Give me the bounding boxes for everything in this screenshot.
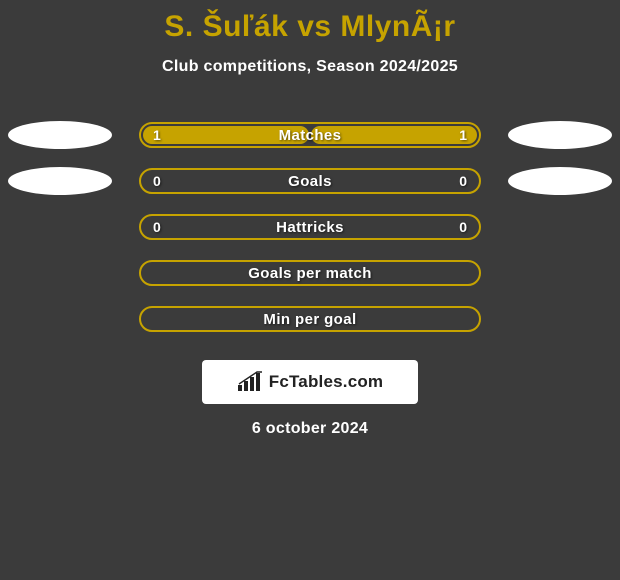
stat-label: Goals: [288, 173, 332, 190]
stat-value-right: 0: [459, 173, 467, 189]
player-ellipse-right: [508, 121, 612, 149]
stat-row: 0 0 Hattricks: [0, 204, 620, 250]
stat-value-left: 1: [153, 127, 161, 143]
stat-row: Min per goal: [0, 296, 620, 342]
subtitle: Club competitions, Season 2024/2025: [0, 58, 620, 76]
brand-text: FcTables.com: [269, 372, 384, 392]
brand-box[interactable]: FcTables.com: [202, 360, 418, 404]
stat-label: Hattricks: [276, 219, 344, 236]
stat-row: Goals per match: [0, 250, 620, 296]
stat-pill: Min per goal: [139, 306, 481, 332]
stat-value-right: 0: [459, 219, 467, 235]
stat-value-right: 1: [459, 127, 467, 143]
comparison-card: S. Šuľák vs MlynÃ¡r Club competitions, S…: [0, 0, 620, 580]
page-title: S. Šuľák vs MlynÃ¡r: [0, 0, 620, 44]
player-ellipse-left: [8, 121, 112, 149]
stat-pill: 0 0 Goals: [139, 168, 481, 194]
stat-value-left: 0: [153, 219, 161, 235]
stat-row: 1 1 Matches: [0, 112, 620, 158]
stat-pill: 1 1 Matches: [139, 122, 481, 148]
stat-pill: Goals per match: [139, 260, 481, 286]
stat-value-left: 0: [153, 173, 161, 189]
stat-row: 0 0 Goals: [0, 158, 620, 204]
stat-label: Min per goal: [263, 311, 356, 328]
stat-label: Goals per match: [248, 265, 372, 282]
player-ellipse-left: [8, 167, 112, 195]
brand-chart-icon: [237, 371, 263, 393]
stat-pill: 0 0 Hattricks: [139, 214, 481, 240]
player-ellipse-right: [508, 167, 612, 195]
stat-label: Matches: [279, 127, 342, 144]
date-text: 6 october 2024: [0, 420, 620, 438]
stat-rows: 1 1 Matches 0 0 Goals 0 0 Hattricks Goals per mat…: [0, 112, 620, 342]
